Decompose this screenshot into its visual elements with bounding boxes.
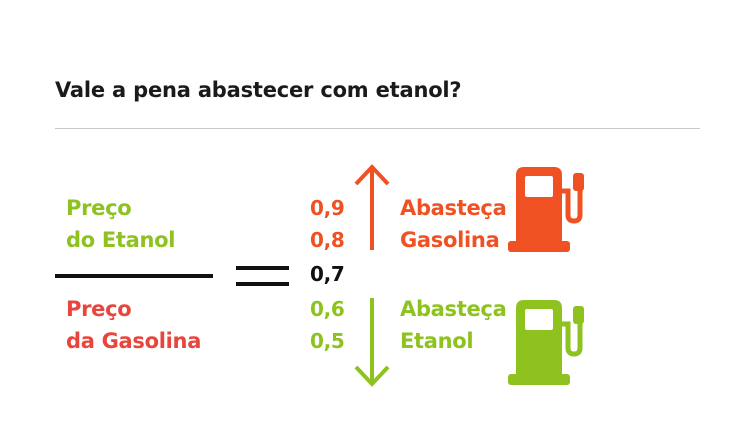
ethanol-label-line-2: Etanol [400,329,474,353]
denominator-line-2: da Gasolina [66,329,202,353]
fuel-pump-icon [508,167,584,252]
divider [55,128,700,129]
scale-value-lower-2: 0,5 [310,329,345,353]
arrow-up-icon [354,164,390,250]
denominator-line-1: Preço [66,297,132,321]
numerator-line-2: do Etanol [66,228,176,252]
equals-sign-bottom [236,282,289,286]
page-title: Vale a pena abastecer com etanol? [55,78,462,102]
scale-value-upper-1: 0,9 [310,196,345,220]
scale-value-lower-1: 0,6 [310,297,345,321]
gasoline-label-line-1: Abasteça [400,196,507,220]
equals-sign-top [236,266,289,270]
scale-threshold: 0,7 [310,262,345,286]
fuel-pump-icon [508,300,584,385]
gasoline-label-line-2: Gasolina [400,228,500,252]
numerator-line-1: Preço [66,196,132,220]
ethanol-label-line-1: Abasteça [400,297,507,321]
fraction-bar [55,274,213,278]
scale-value-upper-2: 0,8 [310,228,345,252]
arrow-down-icon [354,298,390,387]
